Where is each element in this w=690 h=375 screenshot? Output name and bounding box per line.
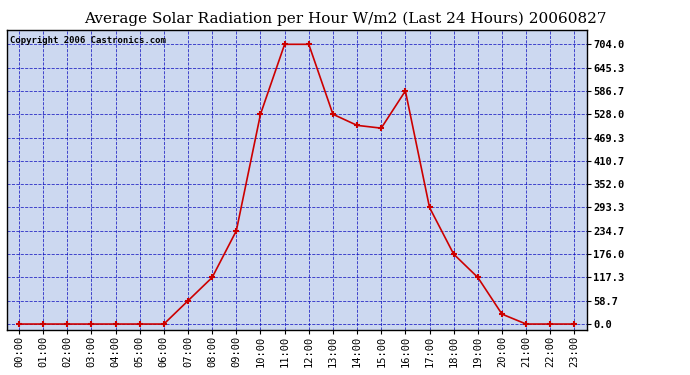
Text: Copyright 2006 Castronics.com: Copyright 2006 Castronics.com	[10, 36, 166, 45]
Text: Average Solar Radiation per Hour W/m2 (Last 24 Hours) 20060827: Average Solar Radiation per Hour W/m2 (L…	[83, 11, 607, 26]
